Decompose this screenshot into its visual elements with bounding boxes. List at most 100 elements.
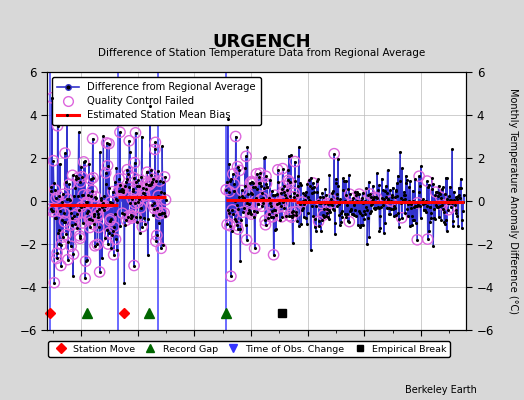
Point: [450, 202, 458, 208]
Point: [160, 174, 169, 180]
Point: [369, 182, 377, 189]
Point: [331, 220, 340, 226]
Point: [114, 188, 123, 194]
Point: [401, 192, 410, 199]
Point: [280, 205, 289, 211]
Point: [371, 205, 379, 211]
Point: [283, 167, 292, 174]
Point: [432, 204, 441, 210]
Point: [289, 212, 298, 219]
Point: [455, 192, 463, 199]
Point: [446, 197, 454, 204]
Point: [92, 202, 101, 208]
Point: [66, 197, 74, 203]
Point: [105, 140, 113, 147]
Point: [63, 196, 72, 202]
Point: [350, 202, 358, 209]
Point: [150, 200, 158, 206]
Point: [125, 149, 134, 156]
Point: [60, 218, 69, 225]
Point: [66, 205, 74, 211]
Point: [116, 129, 124, 135]
Point: [70, 193, 78, 199]
Point: [279, 188, 288, 195]
Point: [64, 239, 72, 245]
Point: [82, 210, 91, 216]
Point: [373, 195, 381, 201]
Point: [418, 199, 426, 205]
Point: [451, 194, 460, 200]
Point: [457, 225, 466, 231]
Point: [258, 199, 267, 206]
Point: [277, 203, 285, 209]
Point: [59, 191, 68, 198]
Point: [226, 222, 234, 229]
Point: [287, 152, 295, 158]
Point: [417, 198, 425, 204]
Point: [317, 200, 325, 206]
Point: [147, 171, 156, 178]
Point: [365, 234, 373, 240]
Point: [243, 144, 252, 150]
Point: [87, 192, 95, 199]
Point: [225, 188, 234, 195]
Point: [91, 242, 99, 249]
Point: [291, 177, 300, 184]
Point: [228, 171, 237, 177]
Point: [334, 183, 343, 190]
Point: [156, 178, 164, 184]
Point: [387, 198, 395, 204]
Point: [445, 184, 454, 190]
Point: [349, 195, 357, 202]
Point: [290, 194, 298, 200]
Point: [59, 191, 68, 198]
Point: [155, 211, 163, 217]
Point: [449, 218, 457, 224]
Point: [268, 208, 276, 215]
Point: [298, 198, 307, 205]
Point: [309, 180, 317, 186]
Point: [357, 195, 366, 202]
Point: [288, 209, 296, 215]
Point: [458, 208, 467, 214]
Point: [319, 194, 327, 200]
Point: [444, 206, 453, 213]
Point: [111, 236, 119, 242]
Point: [398, 215, 406, 221]
Point: [264, 197, 272, 203]
Point: [273, 190, 281, 197]
Point: [226, 222, 234, 229]
Point: [232, 133, 240, 140]
Point: [246, 209, 254, 215]
Point: [355, 208, 363, 214]
Point: [409, 198, 417, 204]
Point: [86, 216, 94, 222]
Point: [266, 177, 274, 183]
Point: [267, 203, 276, 210]
Point: [384, 167, 392, 174]
Point: [93, 208, 101, 215]
Point: [330, 207, 338, 213]
Point: [398, 197, 407, 204]
Point: [422, 197, 430, 204]
Point: [279, 188, 288, 195]
Point: [93, 208, 101, 215]
Point: [78, 192, 86, 198]
Point: [60, 210, 68, 216]
Point: [322, 206, 331, 213]
Point: [324, 207, 333, 213]
Point: [257, 203, 266, 210]
Point: [434, 183, 443, 189]
Point: [269, 252, 278, 258]
Point: [52, 195, 60, 201]
Point: [46, 188, 54, 194]
Point: [293, 173, 302, 180]
Point: [339, 175, 347, 182]
Point: [256, 170, 265, 176]
Point: [277, 190, 286, 196]
Point: [146, 180, 155, 187]
Point: [52, 195, 60, 201]
Point: [244, 210, 253, 216]
Point: [103, 140, 111, 146]
Point: [377, 204, 385, 210]
